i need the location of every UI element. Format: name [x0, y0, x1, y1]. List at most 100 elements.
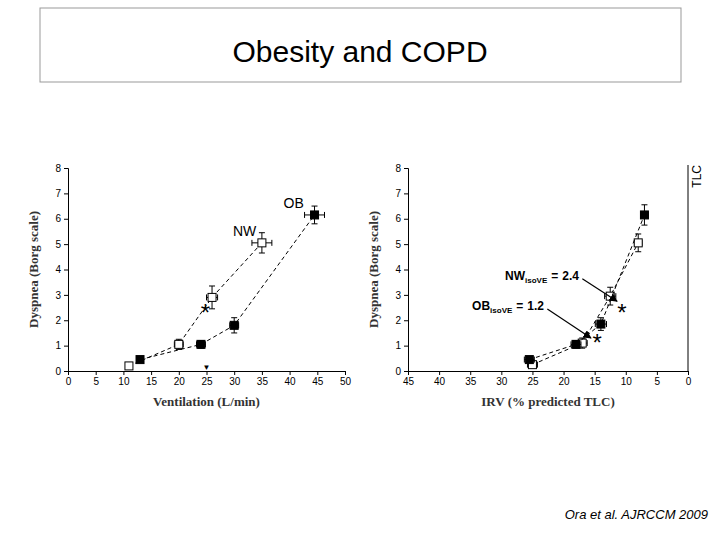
tick-label: 0 [395, 366, 401, 377]
tick-mark [404, 346, 408, 347]
tick-label: 6 [55, 213, 61, 224]
slide: Obesity and COPDOra et al. AJRCCM 200905… [0, 0, 720, 540]
tick-label: 40 [285, 376, 297, 387]
tick-label: 7 [395, 188, 401, 199]
chart: 05101520253035404550012345678Ventilation… [26, 163, 351, 409]
tick-label: 1 [395, 340, 401, 351]
tick-mark [404, 295, 408, 296]
series-label: NW [233, 223, 257, 239]
series-label: OB [284, 195, 304, 211]
tick-mark [626, 371, 627, 375]
tick-label: 30 [496, 376, 508, 387]
significance-mark: * [617, 299, 626, 326]
tick-label: 5 [93, 376, 99, 387]
tick-mark [64, 219, 68, 220]
tick-mark [404, 371, 408, 372]
tick-label: 8 [55, 163, 61, 174]
tick-mark [290, 371, 291, 375]
tick-label: 45 [403, 376, 415, 387]
tick: 50 [340, 371, 352, 387]
point [525, 356, 533, 364]
tick: 35 [257, 371, 269, 387]
tick-mark [345, 371, 346, 375]
error-bar-x [641, 212, 648, 218]
series-line [529, 215, 644, 360]
tick-label: 2 [55, 315, 61, 326]
error-bar-x [197, 341, 206, 347]
tick: 1 [55, 340, 68, 351]
tick-label: 50 [340, 376, 352, 387]
x-axis-title: Ventilation (L/min) [153, 394, 260, 409]
tick-mark [595, 371, 596, 375]
tick-mark [404, 320, 408, 321]
tick: 10 [621, 371, 633, 387]
tick: 25 [527, 371, 539, 387]
tick-mark [96, 371, 97, 375]
error-bar-x [571, 341, 581, 347]
tick: 0 [395, 366, 408, 377]
tick: 30 [229, 371, 241, 387]
tick: 5 [655, 371, 661, 387]
x-axis: 454035302520151050 [403, 371, 692, 387]
error-bar-x [230, 322, 239, 328]
tick: 15 [590, 371, 602, 387]
tick: 5 [55, 239, 68, 250]
tick-label: 0 [66, 376, 72, 387]
annotation: ▼ [203, 363, 211, 372]
series-line [140, 215, 315, 360]
significance-mark: * [201, 299, 210, 326]
y-axis: 012345678 [395, 163, 408, 377]
tick-mark [234, 371, 235, 375]
tick-label: 40 [434, 376, 446, 387]
tick: 25 [201, 371, 213, 387]
tick: 8 [55, 163, 68, 174]
tick: 3 [395, 290, 408, 301]
tick-mark [564, 371, 565, 375]
axis-line [409, 372, 689, 376]
tick-mark [404, 244, 408, 245]
error-bar-y [176, 339, 182, 349]
tick-label: 2 [395, 315, 401, 326]
x-axis: 0 5 10 15 20 25 30 35 40 45 50 [66, 371, 352, 387]
tick-mark [501, 371, 502, 375]
annotation-arrow [582, 279, 617, 302]
tick-label: 4 [395, 264, 401, 275]
tick: 20 [174, 371, 186, 387]
tick-label: 0 [686, 376, 692, 387]
tick: 15 [146, 371, 158, 387]
tick-label: 4 [55, 264, 61, 275]
tick-label: 5 [655, 376, 661, 387]
tick-label: 35 [465, 376, 477, 387]
tick-mark [179, 371, 180, 375]
tick-label: 3 [55, 290, 61, 301]
tick-label: 30 [229, 376, 241, 387]
tick-label: 8 [395, 163, 401, 174]
tick: 0 [55, 366, 68, 377]
tick: 10 [118, 371, 130, 387]
point [572, 340, 580, 348]
annotation-operator: = [551, 269, 558, 283]
annotation-operator: = [516, 299, 523, 313]
tick-label: 3 [395, 290, 401, 301]
tick-mark [151, 371, 152, 375]
axis-line [404, 169, 409, 372]
point [597, 320, 605, 328]
tick: 4 [395, 264, 408, 275]
tick-label: 10 [118, 376, 130, 387]
tick-label: 25 [527, 376, 539, 387]
tick-mark [64, 346, 68, 347]
error-bar-x [595, 321, 606, 327]
tick-mark [64, 244, 68, 245]
annotation-value: 1.2 [527, 299, 544, 313]
tick: 45 [312, 371, 324, 387]
tick: 0 [686, 371, 692, 387]
point [640, 211, 648, 219]
tick-mark [532, 371, 533, 375]
error-bar-y [198, 341, 204, 349]
tick-label: 45 [312, 376, 324, 387]
tick-label: 0 [55, 366, 61, 377]
error-bar-x [524, 357, 534, 363]
axis-line [64, 169, 69, 372]
chart: 454035302520151050012345678IRV (% predic… [366, 163, 704, 409]
annotation: NWisoVE=2.4 [505, 269, 579, 285]
